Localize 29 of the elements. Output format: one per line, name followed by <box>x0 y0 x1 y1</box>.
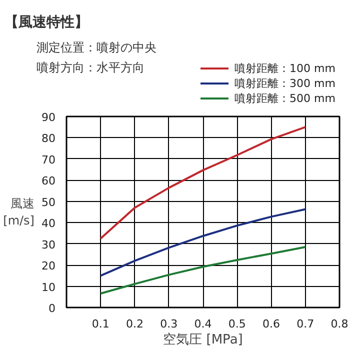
x-tick-label: 0.3 <box>160 318 178 330</box>
y-tick-label: 10 <box>42 280 56 294</box>
x-tick-label: 0.2 <box>126 318 144 330</box>
line-series <box>100 126 306 240</box>
y-tick-label: 50 <box>42 196 56 209</box>
text: 噴射方向：水平方向 <box>36 60 144 74</box>
y-tick-label: 20 <box>42 260 56 273</box>
x-tick-label: 0.6 <box>262 318 280 330</box>
text: 測定位置：噴射の中央 <box>36 40 156 54</box>
y-tick-label: 0 <box>48 302 56 315</box>
y-tick-label: 30 <box>42 238 56 252</box>
y-tick-label: 70 <box>42 153 56 166</box>
x-tick-label: 0.8 <box>330 318 348 330</box>
x-tick-label: 0.7 <box>296 318 314 330</box>
y-tick-label: 90 <box>42 111 56 124</box>
line-series <box>100 208 306 277</box>
legend-label: 噴射距離：300 mm <box>234 77 336 90</box>
y-tick-label: 40 <box>42 217 56 230</box>
x-axis-title: 空気圧 [MPa] <box>163 332 243 348</box>
y-tick-label: 80 <box>42 132 56 146</box>
legend-label: 噴射距離：100 mm <box>234 62 336 75</box>
y-axis-title: 風速 [m/s] <box>3 196 35 228</box>
y-tick-label: 60 <box>42 174 56 188</box>
legend-label: 噴射距離：500 mm <box>234 92 336 105</box>
x-tick-label: 0.1 <box>92 318 110 330</box>
x-tick-label: 0.5 <box>228 318 246 330</box>
line-series <box>100 246 306 294</box>
x-tick-label: 0.4 <box>194 318 212 330</box>
chart-title: 【風速特性】 <box>4 14 88 30</box>
